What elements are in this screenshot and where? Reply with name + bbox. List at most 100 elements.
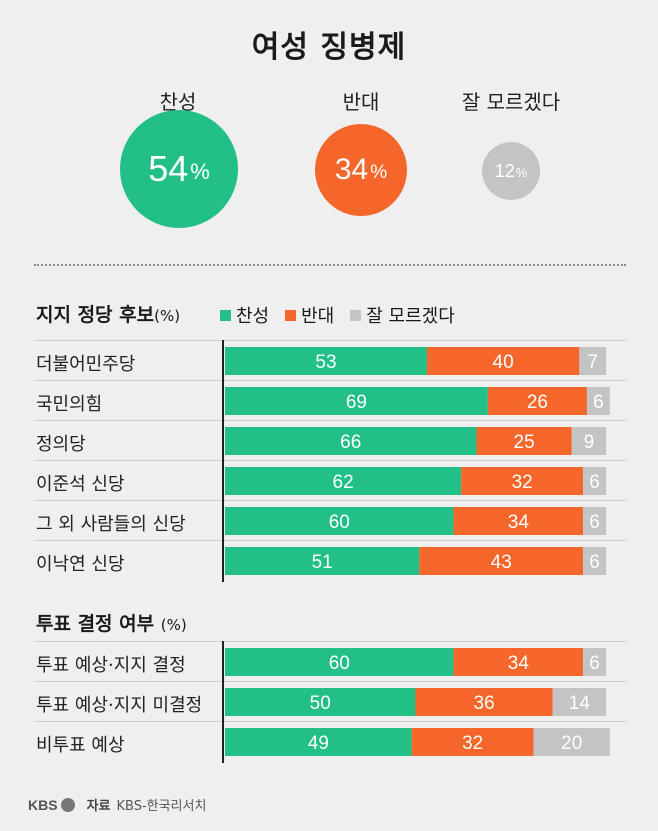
summary-unit-unsure: % (515, 165, 528, 180)
bar-segment-unsure (583, 507, 606, 535)
summary-circle-approve: 54% (120, 110, 238, 228)
bar-segment-approve (225, 427, 477, 455)
bar-value-label: 50 (310, 693, 331, 714)
section-divider (34, 264, 626, 266)
bar-segment-unsure (586, 387, 610, 415)
bar-value-label: 6 (589, 472, 600, 493)
bar-value-label: 60 (329, 512, 350, 533)
bar-value-label: 53 (315, 352, 336, 373)
legend-swatch-unsure (350, 309, 362, 321)
row-label-vote-2: 비투표 예상 (36, 735, 125, 756)
summary-value-approve: 54 (148, 148, 189, 189)
bar-segment-oppose (426, 347, 580, 375)
bar-value-label: 6 (589, 552, 600, 573)
bar-segment-approve (225, 728, 412, 756)
summary-value-oppose: 34 (334, 153, 369, 186)
bar-segment-unsure (583, 648, 606, 676)
row-separator (34, 500, 626, 501)
summary-label-oppose: 반대 (342, 90, 380, 114)
row-separator (34, 540, 626, 541)
section-title-vote-unit: (%) (160, 616, 187, 634)
section-title-vote: 투표 결정 여부 (%) (36, 609, 187, 636)
bar-segment-oppose (476, 427, 572, 455)
bar-segment-unsure (579, 347, 606, 375)
legend-label-oppose: 반대 (301, 306, 335, 327)
bar-value-label: 34 (508, 512, 530, 533)
bar-value-label: 9 (584, 432, 595, 453)
bar-value-label: 49 (308, 733, 329, 754)
kbs-logo-text: KBS (28, 796, 58, 813)
summary-unit-oppose: % (370, 161, 388, 183)
axis-line-vote (222, 641, 224, 763)
legend-swatch-oppose (285, 309, 297, 321)
bar-value-label: 20 (561, 733, 582, 754)
kbs-logo-icon (60, 797, 75, 812)
section-title-party: 지지 정당 후보(%) (36, 300, 180, 327)
legend-item-oppose: 반대 (285, 302, 334, 328)
section-title-party-unit: (%) (154, 307, 181, 325)
legend-label-unsure: 잘 모르겠다 (366, 306, 455, 327)
summary-unit-approve: % (190, 159, 210, 184)
bar-segment-oppose (453, 507, 584, 535)
axis-line-party (222, 340, 224, 582)
row-label-party-5: 이낙연 신당 (36, 554, 125, 575)
source-footer: KBS 자료 KBS-한국리서치 (28, 795, 207, 815)
bar-value-label: 34 (508, 653, 530, 674)
kbs-logo: KBS (28, 797, 75, 813)
bar-value-label: 32 (462, 733, 483, 754)
bar-value-label: 7 (587, 352, 598, 373)
bar-value-label: 43 (491, 552, 512, 573)
bar-value-label: 6 (593, 392, 604, 413)
bar-value-label: 51 (312, 552, 333, 573)
summary-value-unsure: 12 (494, 160, 515, 181)
row-label-party-4: 그 외 사람들의 신당 (36, 514, 186, 535)
row-label-party-0: 더불어민주당 (36, 354, 136, 375)
bar-segment-oppose (487, 387, 587, 415)
row-label-party-3: 이준석 신당 (36, 474, 125, 495)
summary-circle-oppose: 34% (315, 124, 407, 216)
bar-segment-oppose (461, 467, 584, 495)
bar-value-label: 25 (514, 432, 535, 453)
legend-swatch-approve (220, 309, 231, 321)
row-label-vote-1: 투표 예상·지지 미결정 (36, 695, 203, 716)
bar-value-label: 36 (474, 693, 495, 714)
row-separator (34, 641, 626, 642)
bar-segment-approve (225, 467, 462, 495)
source-text: KBS-한국리서치 (116, 799, 207, 814)
row-label-vote-0: 투표 예상·지지 결정 (36, 655, 186, 676)
bar-segment-unsure (571, 427, 606, 455)
bar-segment-approve (225, 648, 454, 676)
bar-value-label: 62 (333, 472, 354, 493)
bar-segment-approve (225, 347, 427, 375)
bar-value-label: 66 (340, 432, 361, 453)
bar-value-label: 14 (569, 693, 591, 714)
summary-circle-unsure: 12% (482, 142, 540, 200)
legend: 찬성 반대 잘 모르겠다 (220, 302, 471, 328)
row-separator (34, 380, 626, 381)
summary-label-unsure: 잘 모르겠다 (461, 90, 561, 114)
row-label-party-2: 정의당 (36, 434, 86, 455)
row-separator (34, 420, 626, 421)
chart-title: 여성 징병제 (251, 30, 407, 65)
bar-value-label: 40 (493, 352, 514, 373)
row-separator (34, 460, 626, 461)
legend-item-unsure: 잘 모르겠다 (350, 302, 455, 328)
bar-value-label: 26 (527, 392, 548, 413)
bar-value-label: 6 (589, 653, 600, 674)
bar-segment-approve (225, 547, 420, 575)
bar-segment-approve (225, 387, 488, 415)
row-separator (34, 721, 626, 722)
bar-segment-unsure (533, 728, 610, 756)
bar-segment-unsure (552, 688, 606, 716)
legend-item-approve: 찬성 (220, 302, 269, 328)
bar-segment-oppose (411, 728, 534, 756)
bar-segment-approve (225, 688, 416, 716)
bar-value-label: 69 (346, 392, 367, 413)
bar-segment-approve (225, 507, 454, 535)
row-separator (34, 340, 626, 341)
bar-value-label: 60 (329, 653, 350, 674)
row-label-party-1: 국민의힘 (36, 394, 103, 415)
section-title-vote-text: 투표 결정 여부 (36, 613, 155, 635)
bar-value-label: 32 (512, 472, 533, 493)
